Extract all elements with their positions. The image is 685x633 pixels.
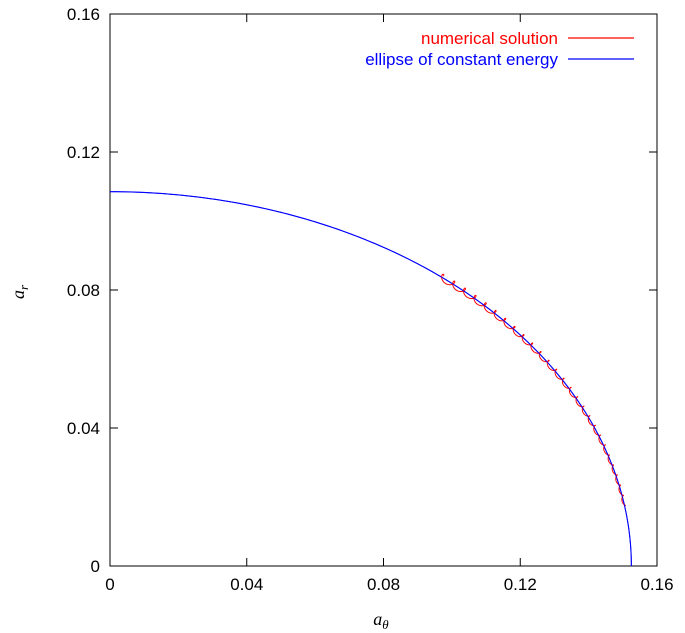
y-axis-label-subscript: r (16, 284, 31, 290)
x-tick-label: 0.16 (640, 575, 673, 594)
x-axis-label: aθ (373, 609, 389, 632)
x-tick-label: 0 (105, 575, 114, 594)
y-tick-label: 0.04 (67, 419, 100, 438)
x-tick-label: 0.08 (367, 575, 400, 594)
x-axis-label-subscript: θ (382, 617, 389, 632)
y-tick-label: 0 (91, 557, 100, 576)
x-tick-label: 0.12 (504, 575, 537, 594)
x-axis-label-base: a (373, 609, 382, 629)
y-tick-label: 0.12 (67, 143, 100, 162)
data-series (110, 191, 632, 567)
y-axis-label: ar (8, 284, 31, 299)
legend-entry-numerical-solution: numerical solution (421, 29, 558, 48)
y-tick-label: 0.08 (67, 281, 100, 300)
plot-frame (109, 13, 658, 567)
series-line-ellipse-of-constant-energy (110, 191, 632, 567)
legend-entry-ellipse-of-constant-energy: ellipse of constant energy (365, 50, 558, 69)
plot-axes (109, 13, 658, 567)
x-tick-label: 0.04 (230, 575, 263, 594)
y-tick-label: 0.16 (67, 5, 100, 24)
tick-marks: 0 0.04 0.08 0.12 0.16 0 0.04 0.08 0.12 0.16 (67, 5, 674, 594)
series-line-ellipse-overlay (110, 191, 632, 567)
legend: numerical solution ellipse of constant e… (365, 29, 634, 69)
series-line-numerical-solution (441, 273, 627, 507)
y-axis-label-base: a (8, 290, 28, 299)
